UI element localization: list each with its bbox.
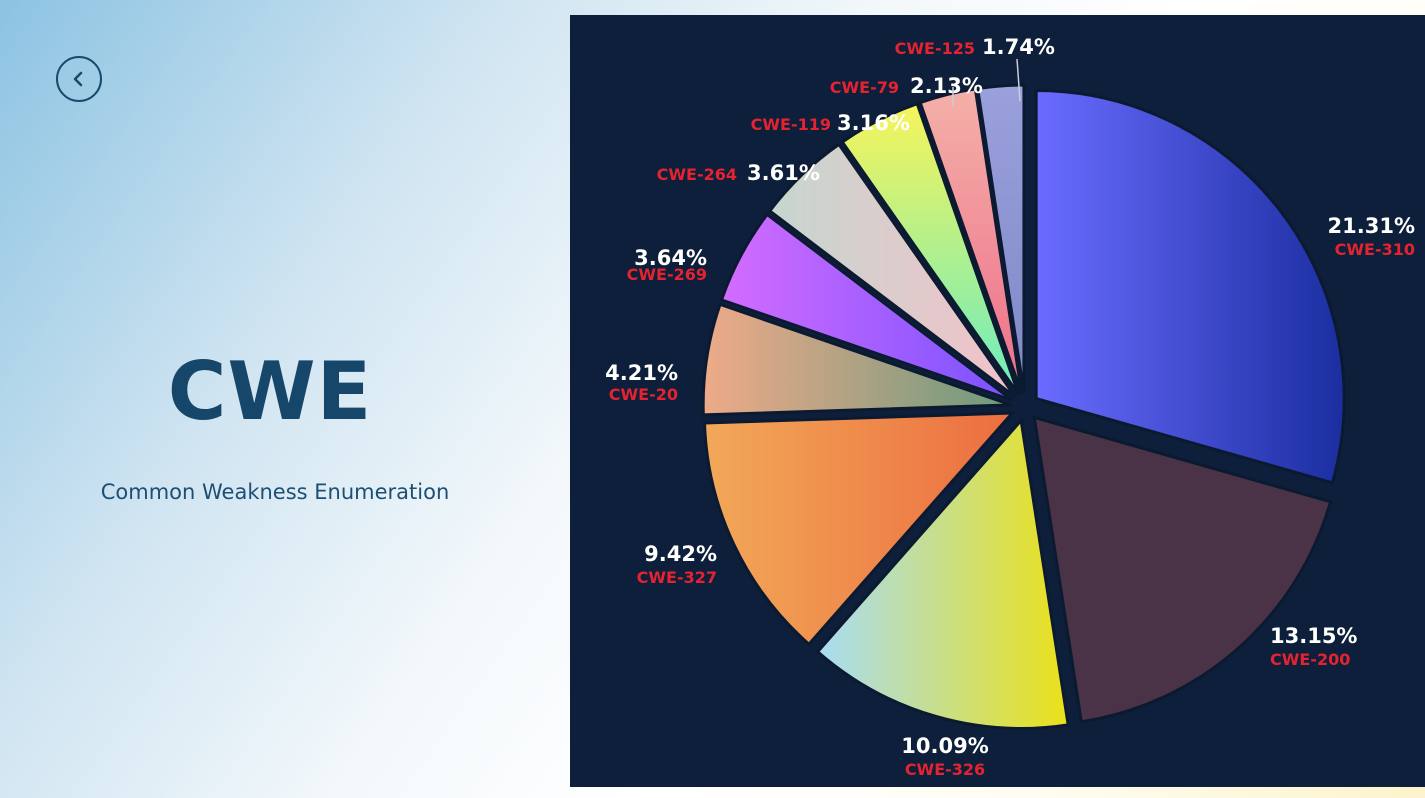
pie-chart-panel: CWE-310 21.31% CWE-200 13.15% CWE-326 10.09% C…: [570, 15, 1425, 787]
slice-category-label: CWE-269: [627, 265, 707, 284]
pie-slice-cwe-327: [702, 411, 1016, 647]
slice-category-label: CWE-327: [637, 568, 717, 587]
back-button[interactable]: [56, 56, 102, 102]
slice-category-label: CWE-79: [830, 78, 899, 97]
slice-category-label: CWE-20: [609, 385, 678, 404]
page-subtitle: Common Weakness Enumeration: [100, 480, 450, 504]
slice-value-label: 13.15%: [1270, 624, 1357, 648]
pie-slice-cwe-119: [840, 101, 1021, 396]
slice-value-label: 10.09%: [901, 734, 988, 758]
pie-slice-cwe-200: [1032, 415, 1333, 724]
slice-value-label: 2.13%: [910, 74, 983, 98]
title-panel: CWE Common Weakness Enumeration: [0, 0, 560, 798]
slice-value-label: 3.61%: [747, 161, 820, 185]
slice-value-label: 3.16%: [837, 111, 910, 135]
slice-value-label: 4.21%: [605, 361, 678, 385]
pie-slice-cwe-269: [719, 212, 1014, 402]
page-title: CWE: [167, 345, 373, 438]
pie-slice-cwe-125: [975, 83, 1026, 394]
slice-category-label: CWE-310: [1335, 240, 1415, 259]
slice-value-label: 1.74%: [982, 35, 1055, 59]
pie-slice-cwe-264: [767, 142, 1017, 399]
pie-slice-cwe-79: [918, 87, 1024, 394]
pie-slice-cwe-310: [1034, 89, 1346, 485]
slice-category-label: CWE-326: [905, 760, 985, 779]
slice-category-label: CWE-200: [1270, 650, 1350, 669]
slice-value-label: 9.42%: [644, 542, 717, 566]
slice-value-label: 21.31%: [1328, 214, 1415, 238]
slice-category-label: CWE-264: [657, 165, 737, 184]
slice-category-label: CWE-125: [895, 39, 975, 58]
slice-value-label: 3.64%: [634, 246, 707, 270]
pie-chart: CWE-310 21.31% CWE-200 13.15% CWE-326 10.09% C…: [605, 35, 1415, 779]
pie-slice-cwe-326: [815, 417, 1070, 730]
slice-category-label: CWE-119: [751, 115, 831, 134]
leader-line: [1016, 58, 1021, 102]
pie-slice-cwe-20: [701, 302, 1012, 417]
chevron-left-icon: [73, 71, 83, 87]
